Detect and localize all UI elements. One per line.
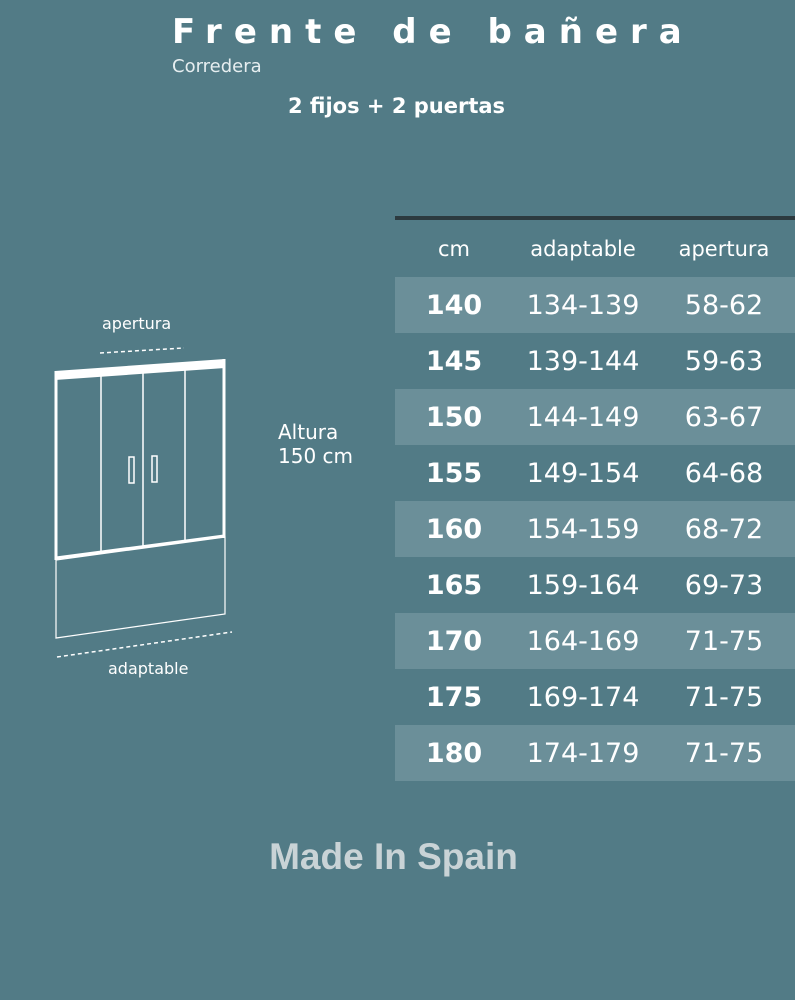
cell-apertura: 59-63 [684, 345, 764, 377]
cell-adaptable: 139-144 [526, 345, 640, 377]
cell-apertura: 63-67 [684, 401, 764, 433]
height-value: 150 cm [278, 444, 354, 468]
table-row: 155 149-154 64-68 [395, 445, 795, 501]
column-header-adaptable: adaptable [530, 236, 636, 261]
cell-adaptable: 169-174 [526, 681, 640, 713]
apertura-arrow [99, 347, 185, 354]
cell-cm: 155 [425, 457, 483, 489]
cell-adaptable: 159-164 [526, 569, 640, 601]
bathtub-screen-diagram [54, 347, 233, 658]
cell-cm: 175 [425, 681, 483, 713]
cell-adaptable: 144-149 [526, 401, 640, 433]
column-header-cm: cm [437, 236, 470, 261]
cell-adaptable: 164-169 [526, 625, 640, 657]
table-row: 150 144-149 63-67 [395, 389, 795, 445]
table-row: 170 164-169 71-75 [395, 613, 795, 669]
cell-apertura: 71-75 [684, 681, 764, 713]
apertura-label: apertura [102, 314, 172, 333]
table-row: 160 154-159 68-72 [395, 501, 795, 557]
cell-cm: 165 [425, 569, 483, 601]
cell-apertura: 64-68 [684, 457, 764, 489]
subtitle: Corredera [172, 56, 262, 77]
table-top-rule [395, 216, 795, 220]
cell-apertura: 58-62 [684, 289, 764, 321]
table-row: 165 159-164 69-73 [395, 557, 795, 613]
door-handle-icon [128, 456, 135, 484]
table-row: 175 169-174 71-75 [395, 669, 795, 725]
cell-cm: 160 [425, 513, 483, 545]
configuration-label: 2 fijos + 2 puertas [288, 94, 506, 118]
door-handle-icon [151, 455, 158, 483]
cell-apertura: 71-75 [684, 625, 764, 657]
bathtub-front [55, 536, 226, 639]
footer-made-in-spain: Made In Spain [269, 836, 518, 877]
cell-adaptable: 174-179 [526, 737, 640, 769]
top-rail [55, 359, 225, 380]
cell-cm: 150 [425, 401, 483, 433]
column-header-apertura: apertura [678, 236, 770, 261]
cell-adaptable: 154-159 [526, 513, 640, 545]
adaptable-label: adaptable [108, 659, 189, 678]
table-row: 140 134-139 58-62 [395, 277, 795, 333]
height-label: Altura 150 cm [278, 420, 353, 468]
height-label-text: Altura [278, 420, 339, 444]
cell-cm: 170 [425, 625, 483, 657]
cell-apertura: 68-72 [684, 513, 764, 545]
cell-adaptable: 149-154 [526, 457, 640, 489]
cell-apertura: 71-75 [684, 737, 764, 769]
adaptable-arrow [56, 631, 233, 658]
table-row: 180 174-179 71-75 [395, 725, 795, 781]
cell-cm: 180 [425, 737, 483, 769]
page-title: Frente de bañera [172, 12, 694, 52]
table-row: 145 139-144 59-63 [395, 333, 795, 389]
cell-apertura: 69-73 [684, 569, 764, 601]
cell-adaptable: 134-139 [526, 289, 640, 321]
size-table: cm adaptable apertura 140 134-139 58-62 145… [395, 216, 795, 781]
table-header: cm adaptable apertura [395, 220, 795, 277]
cell-cm: 140 [425, 289, 483, 321]
cell-cm: 145 [425, 345, 483, 377]
